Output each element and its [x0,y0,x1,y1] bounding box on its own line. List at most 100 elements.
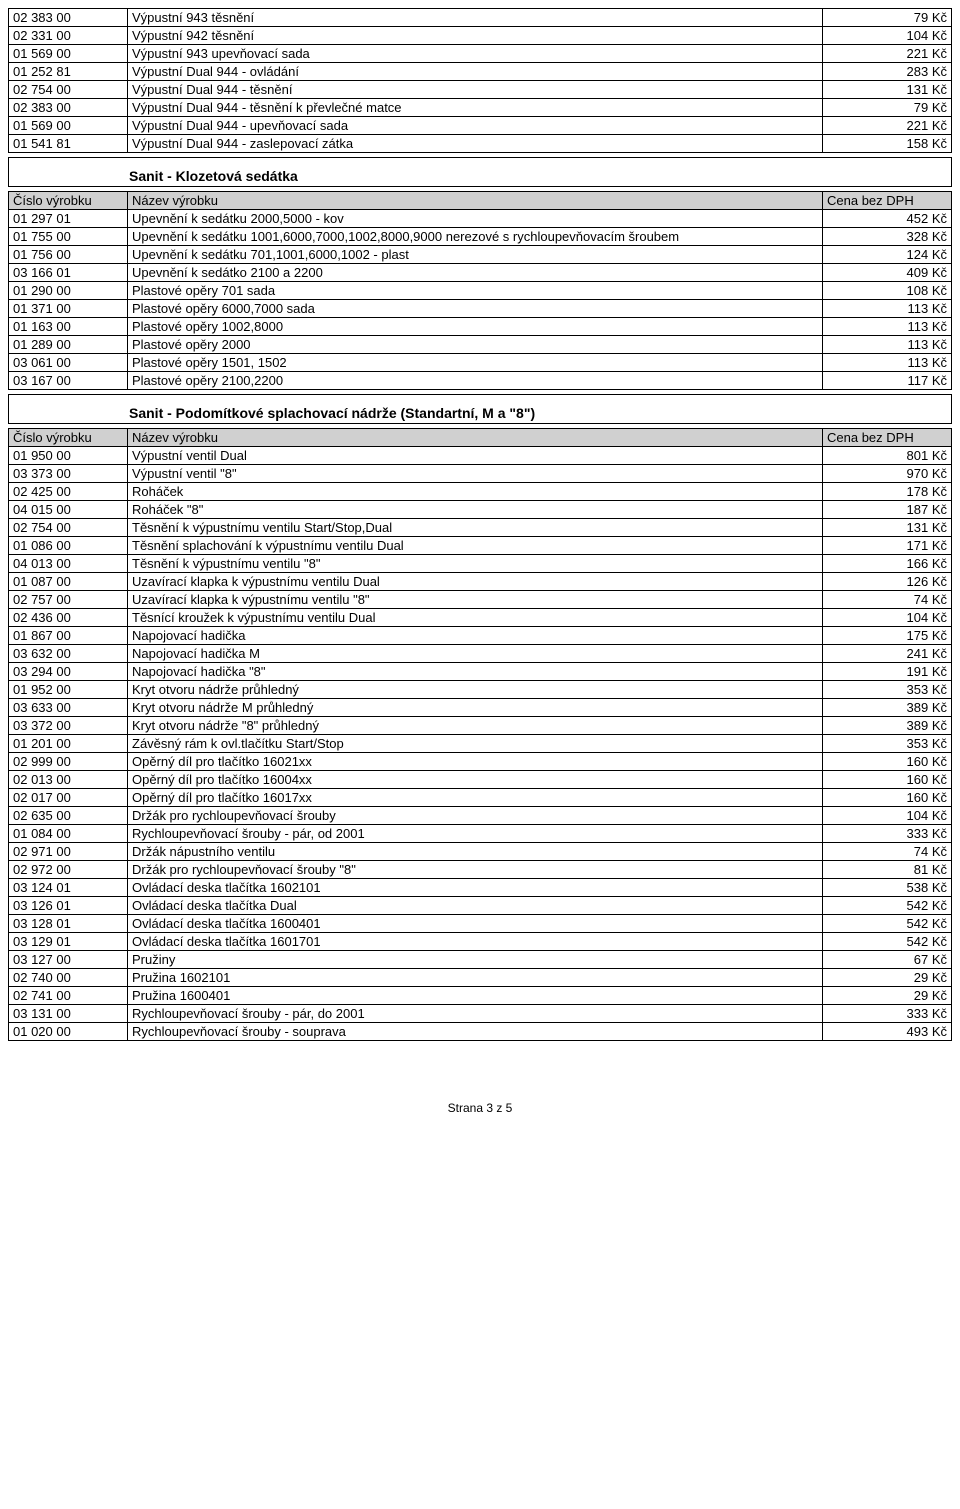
table-row: 01 290 00Plastové opěry 701 sada108 Kč [9,282,952,300]
cell-price: 389 Kč [823,717,952,735]
cell-price: 160 Kč [823,789,952,807]
header-code: Číslo výrobku [9,192,128,210]
cell-price: 81 Kč [823,861,952,879]
table-row: 03 373 00Výpustní ventil "8"970 Kč [9,465,952,483]
cell-code: 02 999 00 [9,753,128,771]
cell-code: 04 015 00 [9,501,128,519]
cell-name: Výpustní ventil "8" [128,465,823,483]
table-row: 01 201 00Závěsný rám k ovl.tlačítku Star… [9,735,952,753]
table-row: 02 754 00Výpustní Dual 944 - těsnění131 … [9,81,952,99]
cell-price: 160 Kč [823,753,952,771]
cell-price: 191 Kč [823,663,952,681]
cell-name: Upevnění k sedátku 1001,6000,7000,1002,8… [128,228,823,246]
cell-code: 03 632 00 [9,645,128,663]
header-name: Název výrobku [128,192,823,210]
cell-code: 01 289 00 [9,336,128,354]
cell-code: 01 086 00 [9,537,128,555]
cell-code: 03 294 00 [9,663,128,681]
cell-price: 79 Kč [823,99,952,117]
cell-name: Uzavírací klapka k výpustnímu ventilu "8… [128,591,823,609]
cell-price: 160 Kč [823,771,952,789]
table-row: 01 087 00Uzavírací klapka k výpustnímu v… [9,573,952,591]
cell-code: 03 131 00 [9,1005,128,1023]
table-header-row: Číslo výrobkuNázev výrobkuCena bez DPH [9,429,952,447]
cell-code: 02 754 00 [9,519,128,537]
cell-name: Plastové opěry 6000,7000 sada [128,300,823,318]
table-row: 01 020 00Rychloupevňovací šrouby - soupr… [9,1023,952,1041]
cell-name: Výpustní ventil Dual [128,447,823,465]
page-footer: Strana 3 z 5 [8,1101,952,1115]
cell-price: 389 Kč [823,699,952,717]
cell-name: Výpustní Dual 944 - těsnění [128,81,823,99]
table-row: 02 017 00Opěrný díl pro tlačítko 16017xx… [9,789,952,807]
cell-name: Kryt otvoru nádrže průhledný [128,681,823,699]
cell-code: 02 972 00 [9,861,128,879]
cell-price: 108 Kč [823,282,952,300]
cell-code: 01 755 00 [9,228,128,246]
table-row: 01 756 00Upevnění k sedátku 701,1001,600… [9,246,952,264]
header-price: Cena bez DPH [823,429,952,447]
table-row: 04 015 00Roháček "8"187 Kč [9,501,952,519]
cell-name: Opěrný díl pro tlačítko 16021xx [128,753,823,771]
cell-name: Výpustní Dual 944 - ovládání [128,63,823,81]
cell-price: 241 Kč [823,645,952,663]
table-row: 01 289 00Plastové opěry 2000113 Kč [9,336,952,354]
cell-name: Výpustní 942 těsnění [128,27,823,45]
cell-name: Rychloupevňovací šrouby - pár, od 2001 [128,825,823,843]
cell-code: 01 371 00 [9,300,128,318]
table-header-row: Číslo výrobkuNázev výrobkuCena bez DPH [9,192,952,210]
header-code: Číslo výrobku [9,429,128,447]
table-row: 01 084 00Rychloupevňovací šrouby - pár, … [9,825,952,843]
cell-code: 03 127 00 [9,951,128,969]
cell-price: 113 Kč [823,300,952,318]
cell-name: Výpustní 943 těsnění [128,9,823,27]
table-row: 02 754 00Těsnění k výpustnímu ventilu St… [9,519,952,537]
cell-code: 01 541 81 [9,135,128,153]
cell-price: 29 Kč [823,969,952,987]
cell-price: 126 Kč [823,573,952,591]
cell-price: 970 Kč [823,465,952,483]
cell-code: 02 436 00 [9,609,128,627]
cell-name: Ovládací deska tlačítka 1600401 [128,915,823,933]
table-row: 01 252 81Výpustní Dual 944 - ovládání283… [9,63,952,81]
table-row: 03 372 00Kryt otvoru nádrže "8" průhledn… [9,717,952,735]
cell-name: Upevnění k sedátko 2100 a 2200 [128,264,823,282]
cell-name: Kryt otvoru nádrže "8" průhledný [128,717,823,735]
cell-price: 113 Kč [823,336,952,354]
cell-price: 131 Kč [823,519,952,537]
section2-title: Sanit - Klozetová sedátka [9,158,952,187]
cell-code: 03 167 00 [9,372,128,390]
table-row: 02 383 00Výpustní 943 těsnění79 Kč [9,9,952,27]
cell-name: Ovládací deska tlačítka 1602101 [128,879,823,897]
cell-name: Výpustní Dual 944 - zaslepovací zátka [128,135,823,153]
cell-name: Těsnění k výpustnímu ventilu "8" [128,555,823,573]
cell-price: 74 Kč [823,591,952,609]
cell-code: 01 756 00 [9,246,128,264]
table-row: 02 971 00Držák nápustního ventilu74 Kč [9,843,952,861]
cell-price: 104 Kč [823,27,952,45]
table-row: 03 131 00Rychloupevňovací šrouby - pár, … [9,1005,952,1023]
cell-name: Těsnění k výpustnímu ventilu Start/Stop,… [128,519,823,537]
cell-name: Rychloupevňovací šrouby - pár, do 2001 [128,1005,823,1023]
cell-code: 03 372 00 [9,717,128,735]
cell-price: 452 Kč [823,210,952,228]
table-row: 04 013 00Těsnění k výpustnímu ventilu "8… [9,555,952,573]
table-row: 01 950 00Výpustní ventil Dual801 Kč [9,447,952,465]
cell-code: 02 757 00 [9,591,128,609]
table-row: 02 757 00Uzavírací klapka k výpustnímu v… [9,591,952,609]
table-row: 02 972 00Držák pro rychloupevňovací šrou… [9,861,952,879]
cell-name: Výpustní Dual 944 - upevňovací sada [128,117,823,135]
section3-title-wrap: Sanit - Podomítkové splachovací nádrže (… [8,394,952,424]
cell-name: Plastové opěry 1501, 1502 [128,354,823,372]
cell-name: Držák pro rychloupevňovací šrouby [128,807,823,825]
table-row: 01 086 00Těsnění splachování k výpustním… [9,537,952,555]
table-row: 03 129 01Ovládací deska tlačítka 1601701… [9,933,952,951]
cell-code: 01 201 00 [9,735,128,753]
cell-code: 02 754 00 [9,81,128,99]
table-row: 02 740 00Pružina 160210129 Kč [9,969,952,987]
cell-price: 542 Kč [823,915,952,933]
cell-code: 01 952 00 [9,681,128,699]
cell-code: 02 740 00 [9,969,128,987]
table-row: 03 124 01Ovládací deska tlačítka 1602101… [9,879,952,897]
table-row: 02 331 00Výpustní 942 těsnění104 Kč [9,27,952,45]
